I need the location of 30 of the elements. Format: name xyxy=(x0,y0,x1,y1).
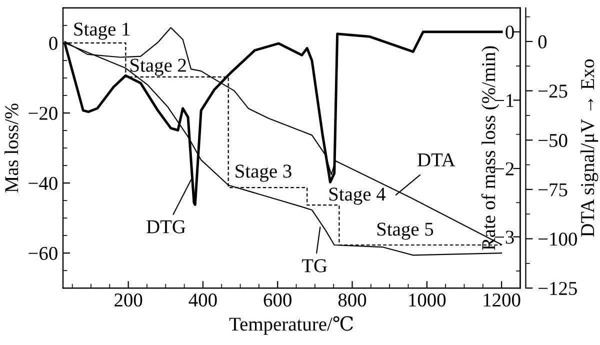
y3-tick-label: −100 xyxy=(538,232,577,246)
annotation: Stage 2 xyxy=(130,58,186,76)
y3-tick-label: 0 xyxy=(538,35,547,48)
y3-tick-label: −25 xyxy=(538,84,568,98)
annotation: TG xyxy=(302,259,327,272)
x-axis-title: Temperature/℃ xyxy=(229,316,353,335)
y3-tick-label: −125 xyxy=(538,282,577,296)
x-tick-label: 800 xyxy=(338,294,366,307)
y2-tick-label: −3 xyxy=(494,230,514,244)
y-tick-label: −20 xyxy=(28,106,58,120)
annotation: Stage 3 xyxy=(236,164,292,182)
y-axis-title: Mas loss/% xyxy=(4,104,18,193)
x-tick-label: 400 xyxy=(188,294,217,307)
annotation: Stage 4 xyxy=(329,188,386,205)
y3-axis-title: DTA signal/μV → Exo xyxy=(580,59,598,237)
y2-tick-label: −2 xyxy=(494,162,514,176)
x-tick-label: 600 xyxy=(264,294,292,307)
y-tick-label: 0 xyxy=(49,36,58,50)
y2-tick-label: 0 xyxy=(506,26,514,39)
annotation: DTA xyxy=(418,153,456,166)
annotation: Stage 1 xyxy=(74,22,130,40)
y3-tick-label: −75 xyxy=(538,183,568,196)
x-tick-label: 1200 xyxy=(484,294,520,307)
y-tick-label: −40 xyxy=(28,176,58,190)
annotation: DTG xyxy=(146,220,186,234)
annotation: Stage 5 xyxy=(377,222,434,240)
y-tick-label: −60 xyxy=(28,246,58,260)
x-tick-label: 1000 xyxy=(409,294,446,307)
x-tick-label: 200 xyxy=(114,294,142,307)
y3-tick-label: −50 xyxy=(538,134,568,148)
